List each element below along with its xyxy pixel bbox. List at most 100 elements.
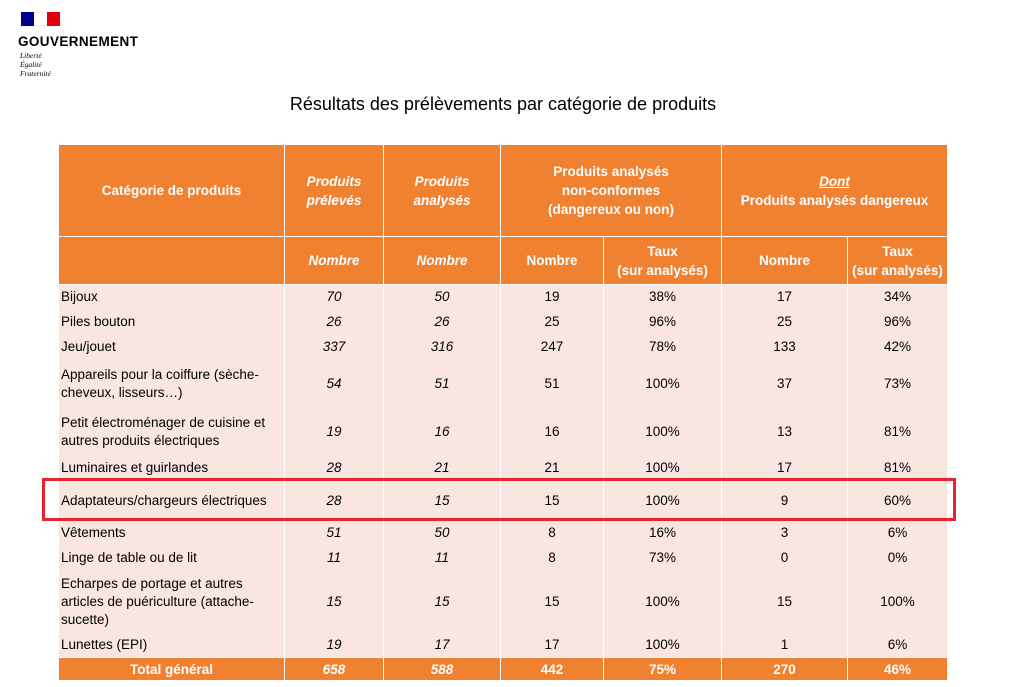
row-sampled: 28 — [284, 480, 384, 521]
row-nc-taux: 78% — [603, 334, 722, 360]
row-category: Vêtements — [58, 520, 285, 546]
table-row: Echarpes de portage et autres articles d… — [58, 570, 948, 633]
header-nonconform-line3: (dangereux ou non) — [548, 202, 674, 217]
header-taux-d-line1: Taux — [882, 243, 913, 259]
table-row: Jeu/jouet 337 316 247 78% 133 42% — [58, 334, 948, 360]
row-d-nombre: 13 — [721, 407, 848, 456]
row-d-nombre: 9 — [721, 480, 848, 521]
header-dont: Dont — [819, 173, 850, 189]
motto-liberte: Liberté — [20, 51, 42, 60]
row-category: Petit électroménager de cuisine et autre… — [58, 407, 285, 456]
header-taux-nc-line2: (sur analysés) — [617, 262, 708, 278]
logo-name: GOUVERNEMENT — [18, 34, 139, 49]
row-analysed: 51 — [383, 359, 501, 408]
row-d-nombre: 3 — [721, 520, 848, 546]
row-sampled: 51 — [284, 520, 384, 546]
row-d-taux: 73% — [847, 359, 948, 408]
row-nc-taux: 100% — [603, 570, 722, 633]
header-empty — [58, 236, 285, 285]
row-nc-taux: 96% — [603, 309, 722, 335]
row-nc-nombre: 247 — [500, 334, 604, 360]
row-d-taux: 6% — [847, 520, 948, 546]
row-nc-nombre: 21 — [500, 455, 604, 481]
header-taux-d: Taux (sur analysés) — [847, 236, 948, 285]
row-d-taux: 34% — [847, 284, 948, 310]
row-category: Jeu/jouet — [58, 334, 285, 360]
row-d-nombre: 25 — [721, 309, 848, 335]
row-d-taux: 100% — [847, 570, 948, 633]
row-sampled: 26 — [284, 309, 384, 335]
page-title: Résultats des prélèvements par catégorie… — [289, 94, 717, 114]
table-row: Vêtements 51 50 8 16% 3 6% — [58, 520, 948, 546]
total-d-taux: 46% — [847, 657, 948, 681]
row-nc-taux: 100% — [603, 455, 722, 481]
row-sampled: 15 — [284, 570, 384, 633]
table-row: Luminaires et guirlandes 28 21 21 100% 17 81% — [58, 455, 948, 481]
row-analysed: 15 — [383, 570, 501, 633]
header-nonconform-line2: non-conformes — [561, 183, 661, 198]
row-d-taux: 42% — [847, 334, 948, 360]
flag-icon — [21, 12, 138, 26]
row-analysed: 21 — [383, 455, 501, 481]
row-nc-taux: 73% — [603, 545, 722, 571]
government-logo: GOUVERNEMENT Liberté Égalité Fraternité — [18, 12, 138, 78]
row-category: Bijoux — [58, 284, 285, 310]
table-row: Piles bouton 26 26 25 96% 25 96% — [58, 309, 948, 335]
row-d-nombre: 17 — [721, 455, 848, 481]
header-nombre-d: Nombre — [721, 236, 848, 285]
row-d-taux: 0% — [847, 545, 948, 571]
row-d-nombre: 17 — [721, 284, 848, 310]
header-nonconform: Produits analysés non-conformes (dangere… — [500, 144, 722, 237]
row-nc-taux: 100% — [603, 480, 722, 521]
total-nc-nombre: 442 — [500, 657, 604, 681]
row-nc-nombre: 15 — [500, 570, 604, 633]
row-d-taux: 81% — [847, 455, 948, 481]
row-analysed: 50 — [383, 284, 501, 310]
row-category: Adaptateurs/chargeurs électriques — [58, 480, 285, 521]
total-analysed: 588 — [383, 657, 501, 681]
results-table: Catégorie de produits Produits prélevés … — [58, 144, 948, 681]
header-nombre-analysed: Nombre — [383, 236, 501, 285]
table-row: Petit électroménager de cuisine et autre… — [58, 407, 948, 456]
row-sampled: 11 — [284, 545, 384, 571]
table-row: Bijoux 70 50 19 38% 17 34% — [58, 284, 948, 310]
total-d-nombre: 270 — [721, 657, 848, 681]
header-category: Catégorie de produits — [58, 144, 285, 237]
header-sampled: Produits prélevés — [284, 144, 384, 237]
row-nc-taux: 100% — [603, 632, 722, 658]
row-nc-nombre: 19 — [500, 284, 604, 310]
row-category: Luminaires et guirlandes — [58, 455, 285, 481]
row-nc-nombre: 51 — [500, 359, 604, 408]
row-nc-nombre: 25 — [500, 309, 604, 335]
row-d-taux: 6% — [847, 632, 948, 658]
row-analysed: 316 — [383, 334, 501, 360]
row-d-nombre: 133 — [721, 334, 848, 360]
row-analysed: 16 — [383, 407, 501, 456]
motto-fraternite: Fraternité — [20, 69, 51, 78]
row-nc-nombre: 17 — [500, 632, 604, 658]
row-d-nombre: 0 — [721, 545, 848, 571]
row-d-nombre: 15 — [721, 570, 848, 633]
row-analysed: 17 — [383, 632, 501, 658]
row-nc-nombre: 8 — [500, 545, 604, 571]
header-dangerous-label: Produits analysés dangereux — [740, 192, 929, 208]
row-category: Lunettes (EPI) — [58, 632, 285, 658]
logo-motto: Liberté Égalité Fraternité — [20, 51, 138, 78]
row-nc-taux: 38% — [603, 284, 722, 310]
row-category: Echarpes de portage et autres articles d… — [58, 570, 285, 633]
header-nombre-nc: Nombre — [500, 236, 604, 285]
highlight-box — [42, 478, 956, 521]
row-d-nombre: 37 — [721, 359, 848, 408]
total-cat: Total général — [58, 657, 285, 681]
row-nc-nombre: 15 — [500, 480, 604, 521]
row-d-taux: 96% — [847, 309, 948, 335]
row-analysed: 50 — [383, 520, 501, 546]
row-sampled: 19 — [284, 632, 384, 658]
row-category: Linge de table ou de lit — [58, 545, 285, 571]
motto-egalite: Égalité — [20, 60, 42, 69]
row-nc-taux: 100% — [603, 407, 722, 456]
table-row: Lunettes (EPI) 19 17 17 100% 1 6% — [58, 632, 948, 658]
row-sampled: 54 — [284, 359, 384, 408]
table-row: Adaptateurs/chargeurs électriques 28 15 15 1… — [58, 480, 948, 521]
row-nc-nombre: 16 — [500, 407, 604, 456]
